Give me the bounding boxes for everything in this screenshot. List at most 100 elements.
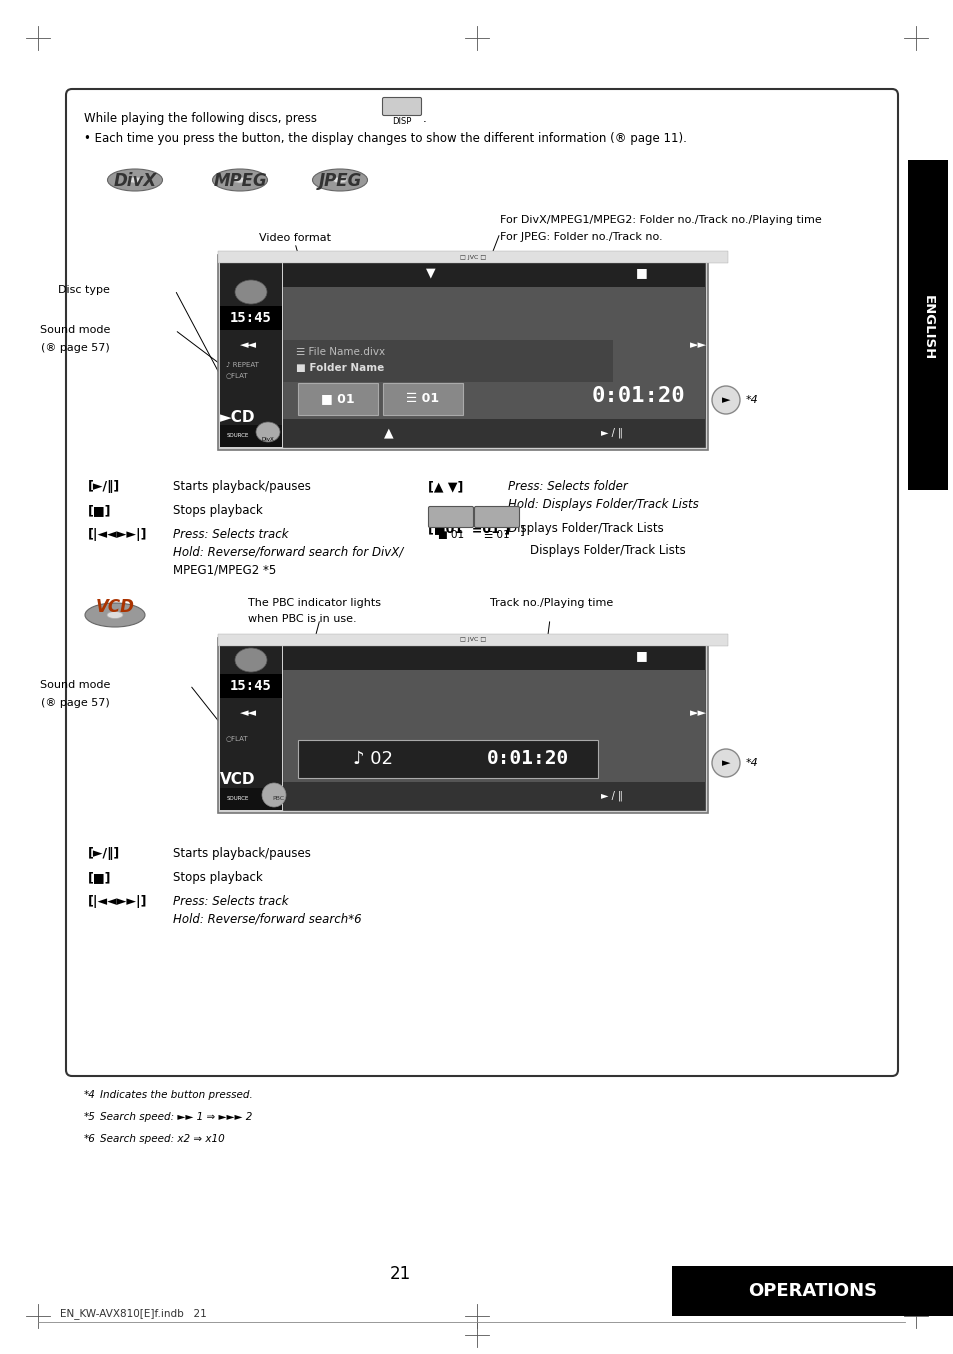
Text: ■ 01: ■ 01 (321, 393, 355, 405)
Ellipse shape (313, 169, 367, 191)
Text: For DivX/MPEG1/MPEG2: Folder no./Track no./Playing time: For DivX/MPEG1/MPEG2: Folder no./Track n… (499, 215, 821, 225)
Text: Hold: Displays Folder/Track Lists: Hold: Displays Folder/Track Lists (507, 498, 698, 510)
Text: ◄◄: ◄◄ (239, 340, 256, 349)
Text: VCD: VCD (95, 598, 134, 616)
Ellipse shape (255, 422, 280, 441)
Ellipse shape (234, 280, 267, 305)
Text: Sound mode: Sound mode (40, 680, 110, 691)
Text: OPERATIONS: OPERATIONS (748, 1282, 877, 1300)
Bar (283, 783, 704, 810)
Text: *4: *4 (745, 395, 758, 405)
Bar (220, 640, 282, 810)
Text: Press: Selects track: Press: Selects track (172, 895, 288, 909)
Text: MPEG: MPEG (213, 172, 267, 190)
Bar (283, 340, 613, 382)
Text: SOURCE: SOURCE (227, 796, 249, 802)
Text: [■]: [■] (88, 871, 112, 884)
Text: Press: Selects track: Press: Selects track (172, 528, 288, 542)
Text: ►CD: ►CD (220, 410, 255, 425)
FancyBboxPatch shape (428, 506, 473, 528)
Text: SOURCE: SOURCE (227, 433, 249, 439)
Text: For JPEG: Folder no./Track no.: For JPEG: Folder no./Track no. (499, 232, 662, 242)
Text: PBC: PBC (272, 796, 284, 802)
Bar (218, 638, 707, 812)
Bar (283, 642, 704, 670)
Text: Displays Folder/Track Lists: Displays Folder/Track Lists (530, 544, 685, 556)
Text: ►►: ►► (689, 340, 706, 349)
Text: [►/‖]: [►/‖] (88, 481, 120, 493)
Bar (907, 160, 947, 490)
Text: ♪ 02: ♪ 02 (353, 750, 393, 768)
Text: [|◄◄►►|]: [|◄◄►►|] (88, 528, 148, 542)
Circle shape (711, 386, 740, 414)
Text: ◄◄: ◄◄ (239, 708, 256, 718)
Bar (283, 259, 704, 447)
Text: [▲ ▼]: [▲ ▼] (428, 481, 463, 493)
Text: .: . (422, 112, 426, 125)
Text: ○FLAT: ○FLAT (226, 735, 249, 741)
Text: Video format: Video format (258, 233, 331, 242)
Text: □ JVC □: □ JVC □ (459, 638, 486, 643)
Text: ▲: ▲ (383, 427, 393, 440)
Text: VCD: VCD (220, 773, 255, 788)
Text: ►►: ►► (689, 708, 706, 718)
Text: ☰ 01: ☰ 01 (406, 393, 439, 405)
Text: ♪ REPEAT: ♪ REPEAT (226, 362, 258, 368)
FancyBboxPatch shape (66, 89, 897, 1076)
Text: ► / ‖: ► / ‖ (600, 791, 622, 802)
Bar (283, 640, 704, 810)
Text: EN_KW-AVX810[E]f.indb   21: EN_KW-AVX810[E]f.indb 21 (60, 1308, 207, 1319)
Ellipse shape (128, 177, 142, 183)
Text: ☰ File Name.divx: ☰ File Name.divx (295, 347, 385, 357)
Text: ○FLAT: ○FLAT (226, 372, 249, 378)
Text: JPEG: JPEG (318, 172, 361, 190)
Text: DISP: DISP (392, 116, 412, 126)
Ellipse shape (234, 649, 267, 672)
Text: DivX: DivX (113, 172, 156, 190)
Text: 15:45: 15:45 (230, 311, 272, 325)
Bar (218, 250, 727, 263)
Text: Hold: Reverse/forward search*6: Hold: Reverse/forward search*6 (172, 913, 361, 926)
Text: Track no./Playing time: Track no./Playing time (490, 598, 613, 608)
Text: Hold: Reverse/forward search for DivX/: Hold: Reverse/forward search for DivX/ (172, 546, 403, 559)
Text: ■ 01: ■ 01 (437, 529, 463, 540)
Bar (220, 425, 282, 447)
Bar (382, 383, 462, 414)
Text: Starts playback/pauses: Starts playback/pauses (172, 481, 311, 493)
Text: 15:45: 15:45 (230, 678, 272, 693)
Text: [|◄◄►►|]: [|◄◄►►|] (88, 895, 148, 909)
Text: Disc type: Disc type (58, 284, 110, 295)
Text: Indicates the button pressed.: Indicates the button pressed. (100, 1090, 253, 1099)
Text: Search speed: ►► 1 ⇒ ►►► 2: Search speed: ►► 1 ⇒ ►►► 2 (100, 1112, 253, 1122)
Text: ■: ■ (635, 650, 647, 662)
Text: (® page 57): (® page 57) (41, 343, 110, 353)
Ellipse shape (108, 169, 162, 191)
Ellipse shape (213, 169, 267, 191)
Text: ■ Folder Name: ■ Folder Name (295, 363, 384, 372)
Text: Stops playback: Stops playback (172, 504, 262, 517)
Text: [■]: [■] (88, 504, 112, 517)
Bar (218, 255, 707, 450)
Text: *6: *6 (84, 1135, 95, 1144)
Text: ►: ► (721, 395, 729, 405)
Text: *4: *4 (745, 758, 758, 768)
Text: ]: ] (519, 524, 524, 538)
FancyBboxPatch shape (474, 506, 519, 528)
Text: *4: *4 (84, 1090, 95, 1099)
Text: 0:01:20: 0:01:20 (591, 386, 684, 406)
Bar (220, 259, 282, 447)
Text: *5: *5 (84, 1112, 95, 1122)
Text: ■: ■ (635, 267, 647, 279)
Text: (® page 57): (® page 57) (41, 699, 110, 708)
Circle shape (711, 749, 740, 777)
Text: The PBC indicator lights: The PBC indicator lights (248, 598, 380, 608)
Text: • Each time you press the button, the display changes to show the different info: • Each time you press the button, the di… (84, 131, 686, 145)
Bar (671, 1266, 953, 1316)
Text: DivX: DivX (261, 437, 274, 443)
Bar (220, 674, 282, 699)
Text: □ JVC □: □ JVC □ (459, 255, 486, 260)
Ellipse shape (333, 177, 347, 183)
Circle shape (262, 783, 286, 807)
Bar (220, 306, 282, 330)
Ellipse shape (233, 177, 247, 183)
